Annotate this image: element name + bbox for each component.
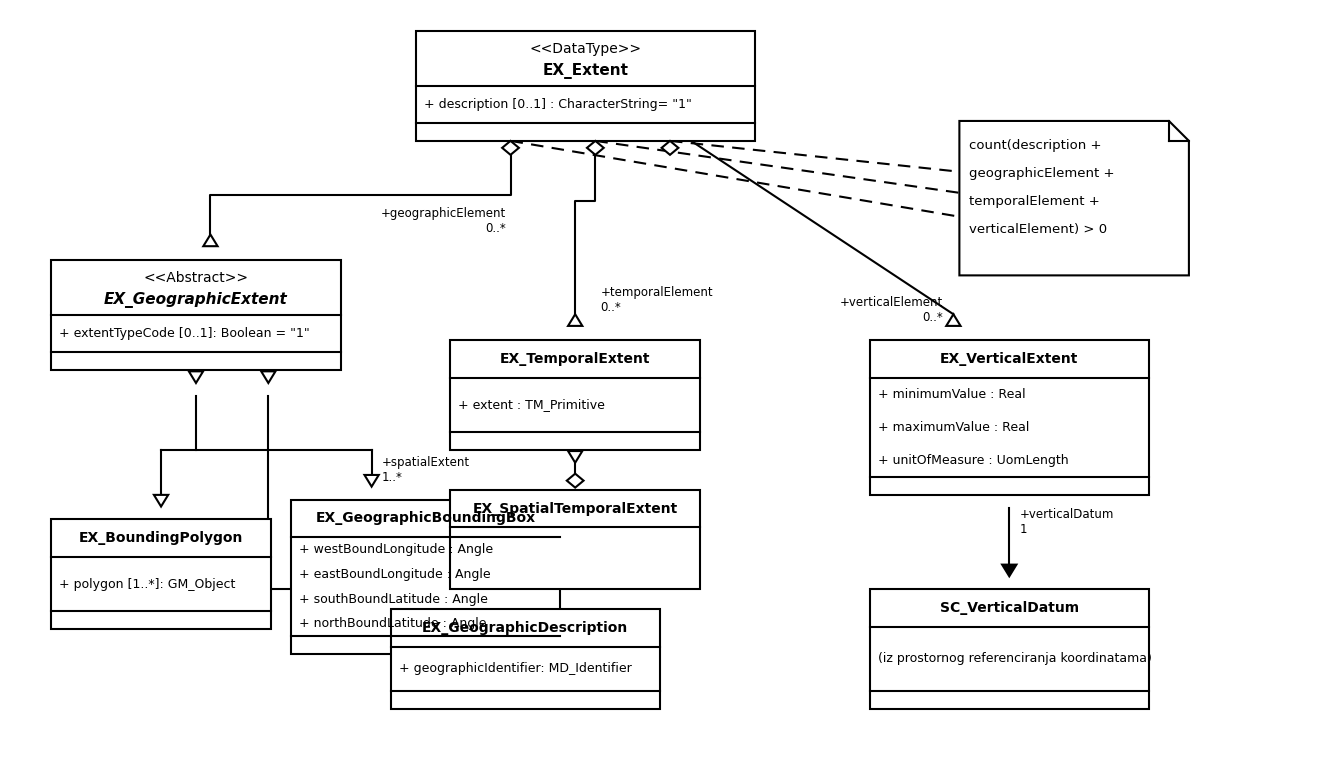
Polygon shape bbox=[587, 141, 603, 155]
Text: + geographicIdentifier: MD_Identifier: + geographicIdentifier: MD_Identifier bbox=[398, 663, 631, 676]
Polygon shape bbox=[959, 121, 1189, 275]
Bar bbox=[52, 520, 270, 629]
Text: + minimumValue : Real: + minimumValue : Real bbox=[878, 388, 1026, 401]
Text: + polygon [1..*]: GM_Object: + polygon [1..*]: GM_Object bbox=[59, 578, 236, 591]
Text: geographicElement +: geographicElement + bbox=[970, 167, 1115, 180]
Text: + maximumValue : Real: + maximumValue : Real bbox=[878, 421, 1028, 434]
Text: + description [0..1] : CharacterString= "1": + description [0..1] : CharacterString= … bbox=[424, 98, 691, 111]
Polygon shape bbox=[204, 235, 217, 246]
Text: EX_VerticalExtent: EX_VerticalExtent bbox=[940, 352, 1079, 366]
Text: <<DataType>>: <<DataType>> bbox=[529, 43, 641, 56]
Text: EX_Extent: EX_Extent bbox=[542, 63, 629, 79]
Bar bbox=[450, 489, 699, 589]
Text: EX_BoundingPolygon: EX_BoundingPolygon bbox=[79, 531, 244, 546]
Text: (iz prostornog referenciranja koordinatama): (iz prostornog referenciranja koordinata… bbox=[878, 653, 1151, 666]
Bar bbox=[52, 261, 341, 370]
Bar bbox=[390, 610, 661, 709]
Polygon shape bbox=[567, 451, 582, 463]
Text: EX_GeographicDescription: EX_GeographicDescription bbox=[422, 621, 629, 635]
Polygon shape bbox=[567, 314, 582, 326]
Text: EX_SpatialTemporalExtent: EX_SpatialTemporalExtent bbox=[473, 502, 678, 515]
Text: + extent : TM_Primitive: + extent : TM_Primitive bbox=[458, 398, 605, 411]
Text: +spatialExtent
1..*: +spatialExtent 1..* bbox=[381, 456, 470, 483]
Text: +temporalElement
0..*: +temporalElement 0..* bbox=[601, 287, 713, 315]
Text: <<Abstract>>: <<Abstract>> bbox=[144, 271, 249, 285]
Text: EX_GeographicExtent: EX_GeographicExtent bbox=[104, 293, 288, 309]
Polygon shape bbox=[155, 495, 168, 506]
Bar bbox=[870, 589, 1150, 709]
Polygon shape bbox=[567, 473, 583, 488]
Text: + extentTypeCode [0..1]: Boolean = "1": + extentTypeCode [0..1]: Boolean = "1" bbox=[59, 327, 310, 340]
Text: verticalElement) > 0: verticalElement) > 0 bbox=[970, 223, 1107, 236]
Text: +verticalDatum
1: +verticalDatum 1 bbox=[1019, 508, 1114, 536]
Text: + eastBoundLongitude : Angle: + eastBoundLongitude : Angle bbox=[298, 568, 490, 581]
Text: EX_GeographicBoundingBox: EX_GeographicBoundingBox bbox=[316, 511, 535, 525]
Polygon shape bbox=[189, 372, 202, 383]
Bar bbox=[416, 31, 755, 141]
Text: + unitOfMeasure : UomLength: + unitOfMeasure : UomLength bbox=[878, 454, 1068, 467]
Text: count(description +: count(description + bbox=[970, 139, 1102, 152]
Polygon shape bbox=[365, 475, 378, 486]
Text: + southBoundLatitude : Angle: + southBoundLatitude : Angle bbox=[298, 593, 488, 606]
Text: + westBoundLongitude : Angle: + westBoundLongitude : Angle bbox=[298, 543, 493, 556]
Polygon shape bbox=[261, 372, 276, 383]
Text: SC_VerticalDatum: SC_VerticalDatum bbox=[939, 601, 1079, 615]
Bar bbox=[290, 499, 561, 654]
Bar bbox=[870, 340, 1150, 495]
Text: EX_TemporalExtent: EX_TemporalExtent bbox=[500, 352, 650, 366]
Text: temporalElement +: temporalElement + bbox=[970, 195, 1100, 208]
Text: +verticalElement
0..*: +verticalElement 0..* bbox=[840, 296, 943, 325]
Polygon shape bbox=[946, 314, 960, 326]
Polygon shape bbox=[1002, 565, 1016, 576]
Text: + northBoundLatitude : Angle: + northBoundLatitude : Angle bbox=[298, 617, 486, 630]
Polygon shape bbox=[502, 141, 519, 155]
Bar bbox=[450, 340, 699, 450]
Text: +geographicElement
0..*: +geographicElement 0..* bbox=[380, 207, 506, 235]
Polygon shape bbox=[662, 141, 678, 155]
